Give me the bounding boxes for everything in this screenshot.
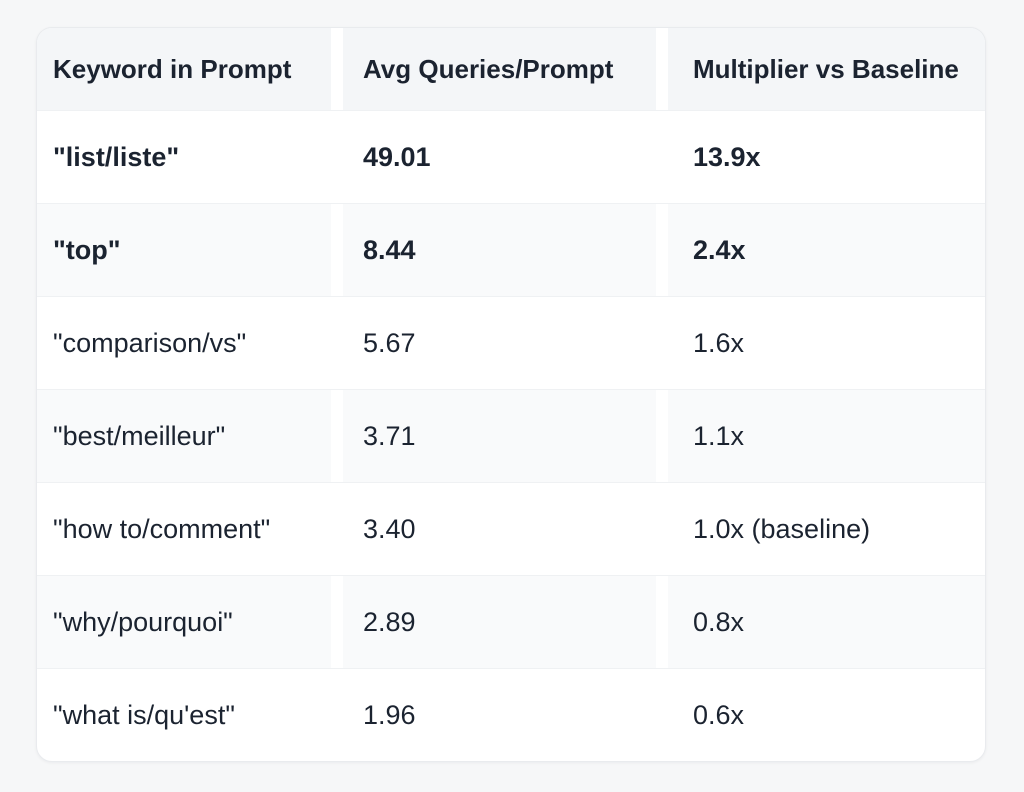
cell-avg-queries: 1.96 — [363, 699, 416, 730]
table-row: "top" 8.44 2.4x — [37, 203, 985, 296]
cell-multiplier: 0.6x — [693, 699, 745, 730]
cell-avg-queries: 3.71 — [343, 390, 656, 482]
column-header-multiplier: Multiplier vs Baseline — [668, 28, 985, 110]
table-row: "why/pourquoi" 2.89 0.8x — [37, 575, 985, 668]
cell-keyword: "why/pourquoi" — [37, 576, 331, 668]
cell-avg-queries: 8.44 — [343, 204, 656, 296]
cell-multiplier: 2.4x — [668, 204, 985, 296]
table-row: "what is/qu'est" 1.96 0.6x — [37, 668, 985, 761]
cell-keyword: "comparison/vs" — [53, 327, 247, 358]
column-header-avg-queries: Avg Queries/Prompt — [343, 28, 656, 110]
cell-avg-queries: 49.01 — [363, 141, 431, 172]
cell-multiplier: 1.0x (baseline) — [693, 513, 871, 544]
cell-avg-queries: 5.67 — [363, 327, 416, 358]
table-row: "best/meilleur" 3.71 1.1x — [37, 389, 985, 482]
cell-multiplier: 1.1x — [668, 390, 985, 482]
table-row: "list/liste" 49.01 13.9x — [37, 110, 985, 203]
cell-keyword: "best/meilleur" — [37, 390, 331, 482]
table-row: "how to/comment" 3.40 1.0x (baseline) — [37, 482, 985, 575]
cell-keyword: "what is/qu'est" — [53, 699, 235, 730]
cell-multiplier: 13.9x — [693, 141, 761, 172]
table-header-row: Keyword in Prompt Avg Queries/Prompt Mul… — [37, 28, 985, 110]
cell-keyword: "how to/comment" — [53, 513, 271, 544]
column-header-keyword: Keyword in Prompt — [37, 28, 331, 110]
cell-keyword: "top" — [37, 204, 331, 296]
cell-avg-queries: 3.40 — [363, 513, 416, 544]
cell-keyword: "list/liste" — [53, 141, 180, 172]
keyword-stats-table: Keyword in Prompt Avg Queries/Prompt Mul… — [36, 27, 986, 762]
cell-multiplier: 1.6x — [693, 327, 745, 358]
cell-multiplier: 0.8x — [668, 576, 985, 668]
cell-avg-queries: 2.89 — [343, 576, 656, 668]
table-row: "comparison/vs" 5.67 1.6x — [37, 296, 985, 389]
